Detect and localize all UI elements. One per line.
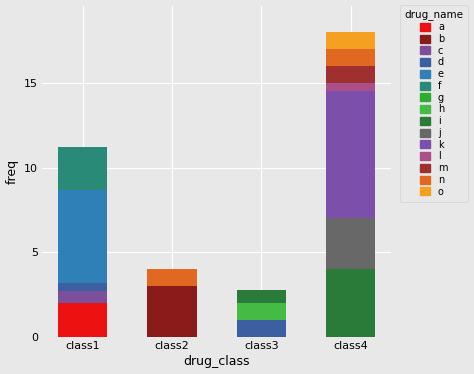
Bar (326, 269, 375, 337)
X-axis label: drug_class: drug_class (183, 355, 250, 368)
Bar (147, 269, 197, 286)
Bar (326, 49, 375, 66)
Bar (147, 286, 197, 337)
Bar (58, 291, 107, 303)
Bar (58, 147, 107, 190)
Bar (58, 303, 107, 337)
Legend: a, b, c, d, e, f, g, h, i, j, k, l, m, n, o: a, b, c, d, e, f, g, h, i, j, k, l, m, n… (400, 5, 468, 202)
Bar (237, 289, 286, 303)
Bar (237, 303, 286, 320)
Bar (326, 83, 375, 91)
Bar (326, 66, 375, 83)
Bar (326, 32, 375, 49)
Y-axis label: freq: freq (6, 159, 18, 184)
Bar (237, 320, 286, 337)
Bar (326, 218, 375, 269)
Bar (58, 190, 107, 283)
Bar (326, 91, 375, 218)
Bar (58, 283, 107, 291)
